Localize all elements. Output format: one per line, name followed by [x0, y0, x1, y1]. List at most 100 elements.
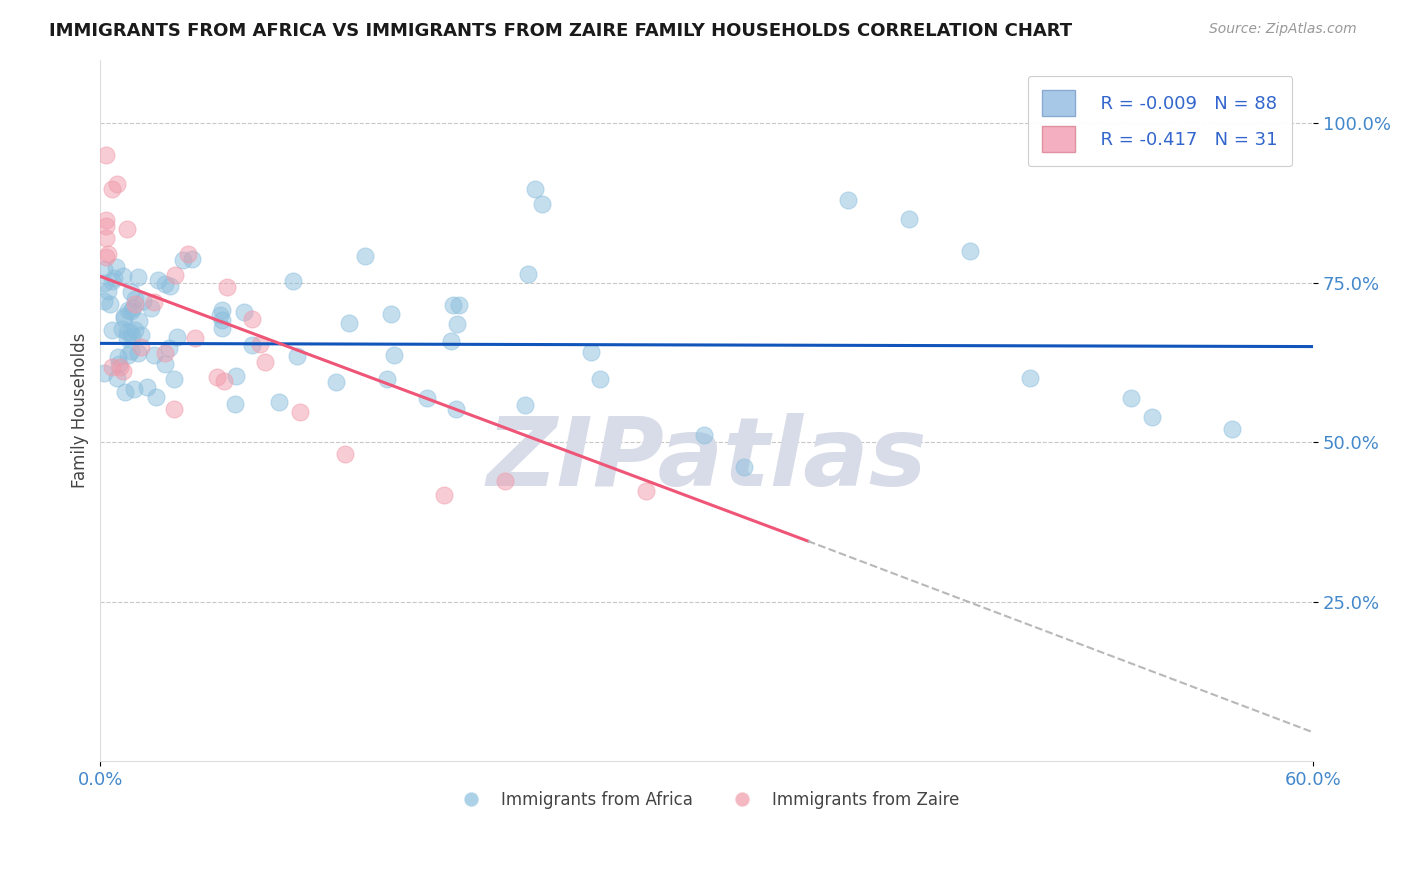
Point [117, 302, 139, 317]
Point [112, 311, 135, 326]
Point [733, 460, 755, 475]
Point [1019, 371, 1042, 385]
Point [127, 346, 149, 360]
Point [589, 372, 612, 386]
Point [416, 391, 439, 405]
Point [96, 231, 118, 245]
Point [108, 357, 131, 371]
Point [124, 292, 146, 306]
Point [224, 396, 246, 410]
Point [127, 270, 149, 285]
Point [93, 277, 115, 291]
Point [494, 474, 516, 488]
Point [120, 344, 142, 359]
Point [837, 193, 859, 207]
Point [337, 316, 360, 330]
Point [513, 398, 536, 412]
Text: IMMIGRANTS FROM AFRICA VS IMMIGRANTS FROM ZAIRE FAMILY HOUSEHOLDS CORRELATION CH: IMMIGRANTS FROM AFRICA VS IMMIGRANTS FRO… [49, 22, 1073, 40]
Point [93, 367, 115, 381]
Point [135, 380, 157, 394]
Point [446, 317, 468, 331]
Point [523, 182, 546, 196]
Point [636, 484, 658, 499]
Point [120, 304, 142, 318]
Point [145, 390, 167, 404]
Point [212, 374, 235, 388]
Point [107, 350, 129, 364]
Point [117, 325, 139, 339]
Point [120, 285, 142, 300]
Point [153, 357, 176, 371]
Point [447, 298, 470, 312]
Point [579, 344, 602, 359]
Point [124, 383, 146, 397]
Point [93, 262, 115, 277]
Point [177, 247, 200, 261]
Point [333, 447, 356, 461]
Point [433, 488, 456, 502]
Point [117, 330, 139, 344]
Point [517, 267, 540, 281]
Point [181, 252, 204, 267]
Point [157, 341, 180, 355]
Point [129, 327, 152, 342]
Point [100, 296, 122, 310]
Point [380, 307, 402, 321]
Point [112, 309, 135, 323]
Point [163, 372, 186, 386]
Point [124, 323, 146, 337]
Point [211, 302, 233, 317]
Point [97, 284, 120, 298]
Point [288, 405, 311, 419]
Point [93, 293, 115, 308]
Point [159, 279, 181, 293]
Point [1140, 409, 1163, 424]
Point [101, 359, 124, 374]
Point [105, 177, 128, 191]
Point [325, 375, 347, 389]
Point [382, 348, 405, 362]
Point [692, 428, 714, 442]
Point [233, 305, 256, 319]
Point [283, 274, 305, 288]
Point [267, 394, 290, 409]
Point [444, 401, 467, 416]
Legend: Immigrants from Africa, Immigrants from Zaire: Immigrants from Africa, Immigrants from … [447, 785, 966, 816]
Point [132, 293, 155, 308]
Point [143, 348, 166, 362]
Point [117, 348, 139, 362]
Point [101, 274, 124, 288]
Point [111, 322, 134, 336]
Point [146, 273, 169, 287]
Point [184, 331, 207, 345]
Point [112, 268, 135, 283]
Text: Source: ZipAtlas.com: Source: ZipAtlas.com [1209, 22, 1357, 37]
Point [240, 311, 263, 326]
Point [285, 350, 308, 364]
Point [129, 340, 152, 354]
Point [217, 279, 239, 293]
Point [155, 277, 177, 291]
Point [225, 369, 247, 384]
Point [153, 345, 176, 359]
Point [249, 337, 271, 351]
Point [118, 325, 141, 339]
Point [1121, 391, 1143, 405]
Point [121, 329, 143, 343]
Point [375, 372, 398, 386]
Point [97, 247, 120, 261]
Point [1222, 422, 1244, 436]
Point [128, 314, 150, 328]
Point [143, 294, 166, 309]
Point [111, 363, 134, 377]
Point [211, 313, 233, 327]
Point [211, 320, 233, 334]
Point [531, 197, 554, 211]
Point [162, 402, 184, 417]
Point [354, 249, 377, 263]
Point [240, 338, 263, 352]
Point [122, 301, 145, 316]
Point [959, 244, 981, 258]
Point [124, 296, 146, 310]
Point [105, 260, 128, 275]
